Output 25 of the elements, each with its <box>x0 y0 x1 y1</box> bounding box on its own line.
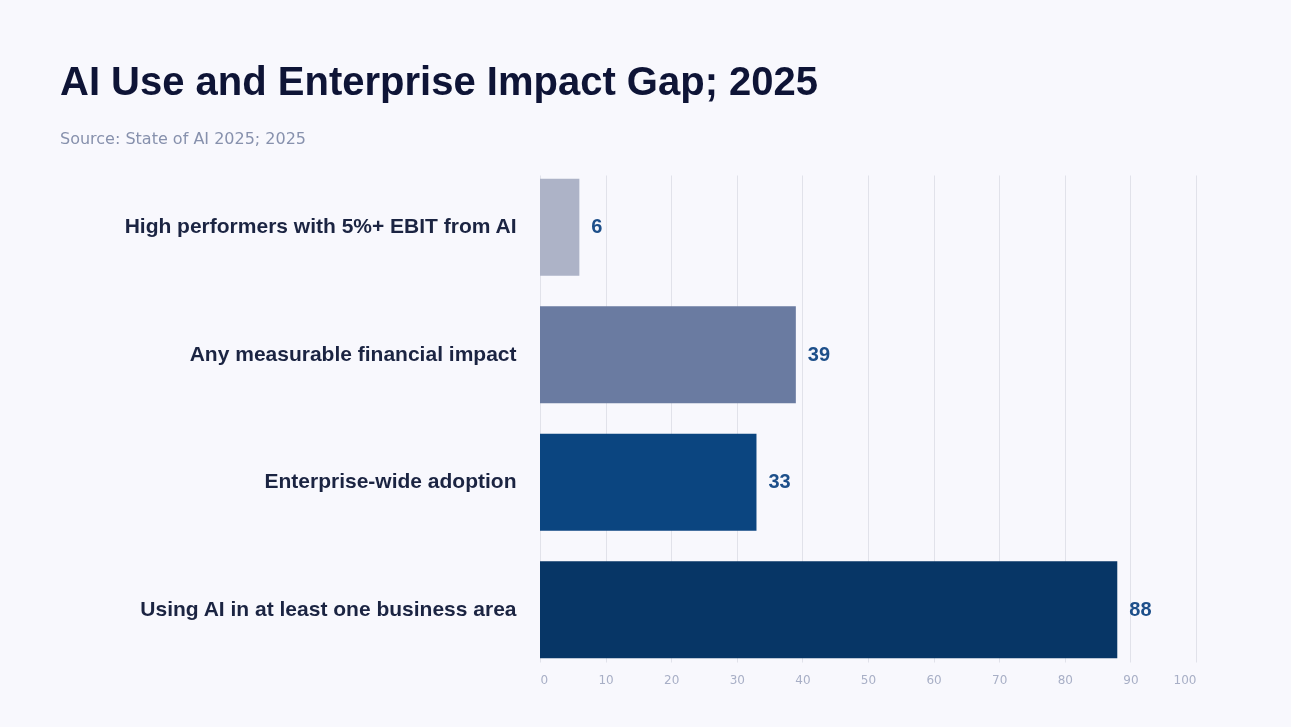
data-label: 6 <box>591 215 603 238</box>
data-label: 39 <box>807 342 831 365</box>
x-tick-label: 40 <box>795 672 811 687</box>
x-tick-label: 20 <box>664 672 680 687</box>
x-tick-label: 100 <box>1173 672 1197 687</box>
bar <box>540 306 796 404</box>
data-label: 33 <box>768 470 791 493</box>
source-note: Source: State of AI 2025; 2025 <box>60 129 307 148</box>
x-tick-label: 70 <box>992 672 1008 687</box>
data-label: 88 <box>1129 597 1152 620</box>
chart-title: AI Use and Enterprise Impact Gap; 2025 <box>60 59 819 103</box>
bar <box>540 178 580 276</box>
x-tick-label: 0 <box>540 672 549 687</box>
y-tick-label: Using AI in at least one business area <box>140 596 517 620</box>
x-tick-label: 80 <box>1057 672 1073 687</box>
x-tick-label: 30 <box>729 672 745 687</box>
x-tick-label: 60 <box>926 672 942 687</box>
y-tick-label: Enterprise-wide adoption <box>264 469 517 493</box>
x-tick-label: 90 <box>1123 672 1139 687</box>
y-tick-label: High performers with 5%+ EBIT from AI <box>124 214 517 238</box>
x-tick-label: 10 <box>598 672 614 687</box>
y-tick-label: Any measurable financial impact <box>189 341 517 365</box>
bar <box>540 561 1118 659</box>
bar <box>540 433 757 531</box>
x-tick-label: 50 <box>860 672 877 687</box>
